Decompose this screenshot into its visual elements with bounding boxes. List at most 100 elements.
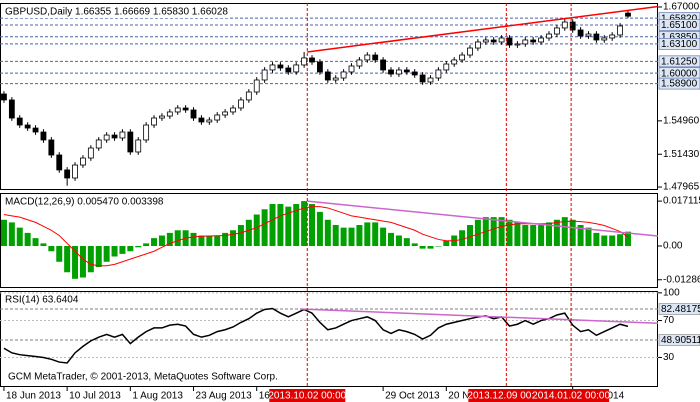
candle-body: [80, 157, 86, 166]
macd-bar: [261, 209, 268, 247]
macd-bar: [364, 222, 371, 247]
macd-bar: [427, 246, 434, 249]
level-label-box: [658, 38, 700, 50]
candle-body: [467, 47, 473, 56]
candle-body: [245, 91, 252, 101]
macd-bar: [593, 232, 600, 247]
macd-bar: [32, 238, 39, 247]
candle-body: [340, 71, 347, 79]
candle-body: [593, 33, 600, 41]
level-label-box: [658, 334, 700, 346]
candle-body: [561, 21, 568, 29]
macd-bar: [64, 246, 71, 273]
macd-bar: [538, 225, 545, 247]
candle-body: [293, 64, 300, 73]
macd-bar: [324, 219, 331, 247]
candle-body: [569, 21, 576, 31]
macd-bar: [95, 246, 102, 268]
macd-bar: [388, 232, 395, 247]
macd-bar: [316, 211, 323, 247]
candle-body: [8, 99, 15, 119]
level-label-box: [658, 55, 700, 68]
candle-body: [127, 131, 134, 153]
candle-body: [269, 64, 276, 71]
title-bg: [3, 294, 81, 306]
candle-body: [135, 139, 142, 153]
level-label: 1.58900: [661, 79, 698, 90]
candle-body: [111, 134, 118, 139]
level-label: 1.65820: [661, 13, 698, 24]
panel-frame: [0, 3, 658, 190]
candle-body: [277, 64, 284, 69]
macd-bar: [522, 225, 529, 247]
candle-body: [24, 124, 31, 129]
candle-body: [459, 54, 466, 61]
candle-body: [577, 29, 584, 37]
candle-body: [522, 39, 529, 45]
candle-body: [151, 117, 157, 126]
candle-body: [403, 69, 410, 73]
candle-body: [506, 37, 513, 46]
macd-bar: [530, 225, 537, 247]
macd-bar: [561, 217, 568, 247]
macd-bar: [609, 235, 616, 247]
y-tick-label: 0.017115: [663, 196, 700, 207]
title-bg: [3, 196, 166, 208]
candle-body: [356, 59, 363, 67]
level-label: 1.65100: [661, 20, 698, 31]
macd-bar: [332, 225, 339, 247]
macd-bar: [48, 246, 55, 252]
candle-body: [317, 61, 323, 73]
trendline: [300, 308, 659, 325]
macd-bar: [222, 232, 229, 247]
macd-bar: [237, 225, 244, 247]
x-tick-label: 1 Aug 2013: [132, 391, 183, 402]
candle-body: [396, 69, 402, 75]
macd-bar: [617, 234, 624, 247]
macd-bar: [198, 235, 205, 247]
candle-body: [103, 134, 110, 141]
candle-body: [87, 147, 94, 159]
macd-bar: [174, 230, 181, 247]
macd-bar: [253, 214, 260, 247]
macd-bar: [403, 238, 410, 247]
candle-body: [498, 37, 505, 43]
candle-body: [514, 43, 521, 46]
macd-bar: [553, 219, 560, 247]
y-tick-label: 1.47965: [663, 182, 700, 193]
macd-bar: [269, 204, 276, 247]
y-tick-label: 1.67000: [663, 2, 700, 13]
panel-title: MACD(12,26,9) 0.005470 0.003398: [5, 197, 164, 208]
macd-bar: [72, 246, 79, 279]
candle-body: [388, 69, 394, 75]
candle-body: [159, 115, 165, 119]
footer: GCM MetaTrader, © 2001-2013, MetaQuotes …: [8, 372, 278, 383]
macd-bar: [467, 225, 473, 247]
candle-body: [214, 114, 221, 121]
candle-body: [451, 59, 458, 65]
macd-bar: [285, 206, 292, 247]
candle-body: [32, 127, 39, 133]
macd-bar: [569, 219, 576, 247]
candle-body: [348, 65, 355, 73]
macd-bar: [474, 219, 481, 247]
level-label: 82.48175: [661, 304, 700, 315]
panel-frame: [0, 291, 658, 387]
macd-bar: [103, 246, 110, 262]
y-tick-label: 0.00: [663, 241, 683, 252]
macd-bar: [214, 235, 221, 247]
y-tick-label: 70: [663, 315, 675, 326]
macd-bar: [443, 240, 450, 247]
signal-line: [3, 206, 629, 267]
macd-bar: [135, 246, 142, 248]
candle-body: [609, 34, 616, 39]
candle-body: [419, 74, 426, 83]
candle-body: [617, 25, 623, 36]
macd-bar: [230, 230, 237, 247]
candle-body: [530, 39, 537, 43]
vertical-line-label: 2013.12.09 00:00: [467, 391, 545, 402]
candle-body: [198, 117, 205, 123]
candle-body: [443, 63, 450, 71]
macd-bar: [301, 201, 308, 247]
